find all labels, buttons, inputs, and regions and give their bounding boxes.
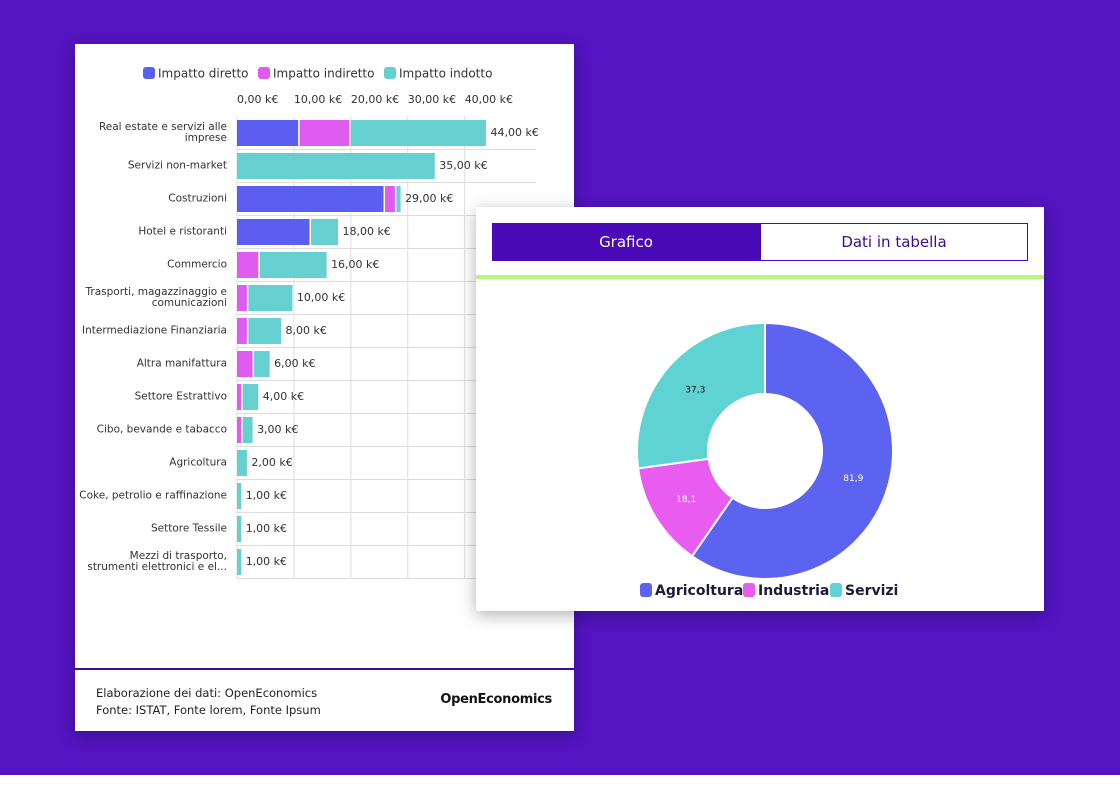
category-label: Servizi non-market <box>127 159 227 172</box>
credit: Elaborazione dei dati: OpenEconomics <box>96 686 318 700</box>
bar-segment <box>237 219 310 245</box>
total-label: 35,00 k€ <box>439 159 487 172</box>
bar-segment <box>237 549 242 575</box>
bar-segment <box>237 483 242 509</box>
tab-rule <box>476 275 1044 279</box>
total-label: 8,00 k€ <box>286 324 327 337</box>
donut-slice <box>690 321 894 580</box>
legend-swatch <box>743 583 755 597</box>
credit: Fonte: ISTAT, Fonte lorem, Fonte Ipsum <box>96 703 321 717</box>
legend-label: Impatto indiretto <box>273 67 374 81</box>
category-label: Settore Tessile <box>151 522 227 535</box>
donut-chart: 81,9 18,1 37,3 Agricoltura Industria Servizi <box>636 321 898 599</box>
bar-segment <box>396 186 401 212</box>
donut-card: Grafico Dati in tabella 81,9 18,1 37,3 Agri… <box>476 207 1044 611</box>
total-label: 18,00 k€ <box>342 225 390 238</box>
category-label: Mezzi di trasporto, strumenti elettronic… <box>87 550 227 573</box>
x-tick-label: 40,00 k€ <box>465 93 513 106</box>
total-label: 10,00 k€ <box>297 291 345 304</box>
legend-label: Impatto indotto <box>399 67 492 81</box>
logo: OpenEconomics <box>440 692 552 707</box>
bar-segment <box>237 417 242 443</box>
category-label: Trasporti, magazzinaggio e comunicazioni <box>85 286 227 309</box>
bar-segment <box>237 318 247 344</box>
slice-label: 37,3 <box>685 386 705 396</box>
category-label: Commercio <box>167 258 227 271</box>
total-label: 44,00 k€ <box>490 126 538 139</box>
slice-label: 81,9 <box>843 474 863 484</box>
category-label: Real estate e servizi alle imprese <box>98 121 227 144</box>
bar-segment <box>248 318 282 344</box>
bar-segment <box>237 516 242 542</box>
category-label: Coke, petrolio e raffinazione <box>79 489 227 502</box>
bar-segment <box>254 351 270 377</box>
bar-segment <box>311 219 338 245</box>
category-label: Altra manifattura <box>136 357 227 370</box>
tab-active[interactable]: Grafico <box>492 223 760 261</box>
donut-slice <box>636 321 766 470</box>
total-label: 2,00 k€ <box>251 456 292 469</box>
legend-swatch <box>258 67 270 79</box>
total-label: 4,00 k€ <box>263 390 304 403</box>
category-label: Intermediazione Finanziaria <box>82 324 227 337</box>
legend-swatch <box>640 583 652 597</box>
x-tick-label: 30,00 k€ <box>408 93 456 106</box>
bar-segment <box>385 186 395 212</box>
bar-chart: Impatto diretto Impatto indiretto Impatto … <box>143 67 539 579</box>
footer-rule <box>75 668 574 670</box>
bar-segment <box>237 186 384 212</box>
bar-segment <box>237 384 242 410</box>
bar-segment <box>242 417 253 443</box>
category-label: Hotel e ristoranti <box>138 225 227 238</box>
slice-label: 18,1 <box>676 495 696 505</box>
legend-label: Industria <box>758 583 829 599</box>
category-label: Cibo, bevande e tabacco <box>96 423 227 436</box>
bar-segment <box>350 120 486 146</box>
legend-swatch <box>830 583 842 597</box>
bar-segment <box>299 120 350 146</box>
bar-segment <box>248 285 293 311</box>
bar-segment <box>237 252 259 278</box>
legend-label: Impatto diretto <box>158 67 249 81</box>
total-label: 1,00 k€ <box>246 522 287 535</box>
tab[interactable]: Dati in tabella <box>760 223 1028 261</box>
total-label: 29,00 k€ <box>405 192 453 205</box>
legend-label: Servizi <box>845 583 898 599</box>
bar-segment <box>237 450 247 476</box>
total-label: 1,00 k€ <box>246 555 287 568</box>
bar-segment <box>259 252 327 278</box>
total-label: 1,00 k€ <box>246 489 287 502</box>
bar-segment <box>242 384 259 410</box>
x-tick-label: 10,00 k€ <box>294 93 342 106</box>
bar-segment <box>237 120 299 146</box>
legend-label: Agricoltura <box>655 583 743 599</box>
category-label: Costruzioni <box>168 192 227 205</box>
category-label: Agricoltura <box>169 456 227 469</box>
bar-segment <box>237 153 435 179</box>
category-label: Settore Estrattivo <box>134 390 227 403</box>
total-label: 3,00 k€ <box>257 423 298 436</box>
bar-segment <box>237 285 247 311</box>
total-label: 16,00 k€ <box>331 258 379 271</box>
legend-swatch <box>143 67 155 79</box>
legend-swatch <box>384 67 396 79</box>
x-tick-label: 20,00 k€ <box>351 93 399 106</box>
total-label: 6,00 k€ <box>274 357 315 370</box>
x-tick-label: 0,00 k€ <box>237 93 278 106</box>
bar-segment <box>237 351 253 377</box>
